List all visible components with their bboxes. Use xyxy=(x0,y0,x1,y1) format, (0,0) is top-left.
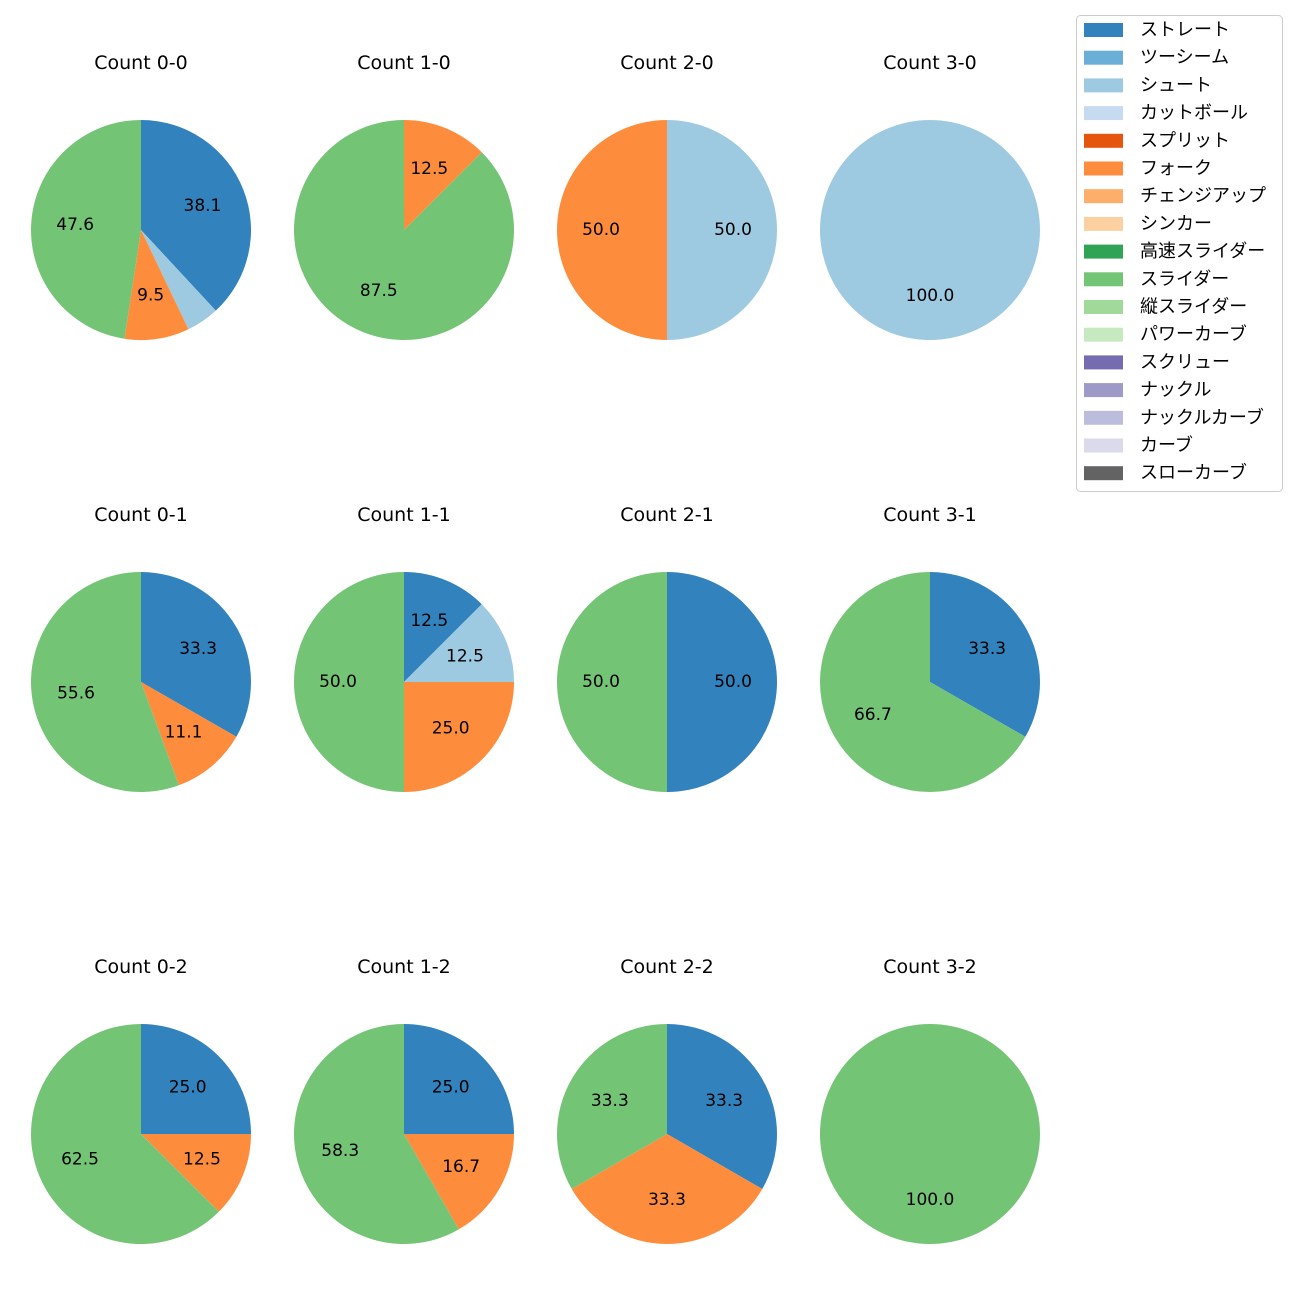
slice-label: 33.3 xyxy=(591,1091,629,1111)
legend: ストレートツーシームシュートカットボールスプリットフォークチェンジアップシンカー… xyxy=(1077,16,1283,492)
slice-label: 33.3 xyxy=(179,639,217,659)
chart-title: Count 1-0 xyxy=(357,52,451,74)
slice-label: 50.0 xyxy=(714,672,752,692)
slice-count-3-0-0 xyxy=(820,120,1040,340)
slice-label: 16.7 xyxy=(442,1157,480,1177)
slice-label: 33.3 xyxy=(968,639,1006,659)
pie-count-0-1: Count 0-1 33.3 11.1 55.6 xyxy=(31,504,251,792)
slice-label: 12.5 xyxy=(183,1149,221,1169)
legend-label: フォーク xyxy=(1140,158,1212,179)
legend-label: スクリュー xyxy=(1140,352,1230,373)
legend-swatch xyxy=(1084,189,1123,203)
chart-title: Count 3-1 xyxy=(883,504,977,526)
legend-label: カットボール xyxy=(1140,103,1248,124)
pie-count-2-0: Count 2-0 50.0 50.0 xyxy=(557,52,777,340)
legend-label: スプリット xyxy=(1140,130,1230,151)
pie-count-2-1: Count 2-1 50.0 50.0 xyxy=(557,504,777,792)
pie-count-1-2: Count 1-2 25.0 16.7 58.3 xyxy=(294,956,514,1244)
chart-title: Count 1-1 xyxy=(357,504,451,526)
legend-swatch xyxy=(1084,439,1123,453)
slice-label: 55.6 xyxy=(57,684,95,704)
legend-swatch xyxy=(1084,355,1123,369)
pie-count-2-2: Count 2-2 33.3 33.3 33.3 xyxy=(557,956,777,1244)
legend-swatch xyxy=(1084,383,1123,397)
legend-label: チェンジアップ xyxy=(1140,186,1266,207)
slice-label: 87.5 xyxy=(360,281,398,301)
legend-label: シュート xyxy=(1140,75,1212,96)
chart-title: Count 2-0 xyxy=(620,52,714,74)
chart-title: Count 2-2 xyxy=(620,956,714,978)
legend-label: 縦スライダー xyxy=(1140,297,1247,318)
chart-title: Count 1-2 xyxy=(357,956,451,978)
slice-label: 11.1 xyxy=(165,722,203,742)
legend-label: 高速スライダー xyxy=(1140,241,1265,262)
slice-label: 25.0 xyxy=(169,1077,207,1097)
slice-label: 9.5 xyxy=(137,285,164,305)
legend-swatch xyxy=(1084,272,1123,286)
slice-count-3-2-0 xyxy=(820,1024,1040,1244)
legend-label: スライダー xyxy=(1140,269,1229,290)
legend-swatch xyxy=(1084,78,1123,92)
legend-label: ナックル xyxy=(1140,380,1211,401)
legend-label: ナックルカーブ xyxy=(1140,406,1264,428)
slice-label: 58.3 xyxy=(321,1141,359,1161)
slice-label: 12.5 xyxy=(410,611,448,631)
slice-label: 62.5 xyxy=(61,1149,99,1169)
pie-count-1-0: Count 1-0 12.5 87.5 xyxy=(294,52,514,340)
legend-swatch xyxy=(1084,245,1123,259)
legend-label: ストレート xyxy=(1140,20,1230,41)
slice-label: 100.0 xyxy=(906,1190,955,1210)
slice-label: 66.7 xyxy=(854,705,892,725)
chart-title: Count 0-1 xyxy=(94,504,188,526)
slice-label: 38.1 xyxy=(184,196,222,216)
legend-swatch xyxy=(1084,162,1123,176)
chart-title: Count 0-0 xyxy=(94,52,188,74)
slice-label: 50.0 xyxy=(714,220,752,240)
legend-swatch xyxy=(1084,134,1123,148)
slice-label: 50.0 xyxy=(319,672,357,692)
slice-label: 33.3 xyxy=(705,1091,743,1111)
legend-swatch xyxy=(1084,466,1123,480)
pie-count-3-2: Count 3-2 100.0 xyxy=(820,956,1040,1244)
legend-label: パワーカーブ xyxy=(1140,323,1247,345)
pie-chart-grid: Count 0-038.19.547.6Count 1-012.587.5Cou… xyxy=(0,0,1300,1300)
legend-swatch xyxy=(1084,328,1123,342)
legend-label: ツーシーム xyxy=(1140,47,1229,68)
chart-title: Count 3-2 xyxy=(883,956,977,978)
legend-swatch xyxy=(1084,106,1123,120)
slice-label: 33.3 xyxy=(648,1190,686,1210)
slice-label: 12.5 xyxy=(410,159,448,179)
pie-count-1-1: Count 1-1 12.5 12.5 25.0 50.0 xyxy=(294,504,514,792)
slice-label: 50.0 xyxy=(582,220,620,240)
pie-count-0-0: Count 0-0 38.1 9.5 47.6 xyxy=(31,52,251,340)
legend-swatch xyxy=(1084,411,1123,425)
legend-label: シンカー xyxy=(1140,213,1212,234)
legend-swatch xyxy=(1084,51,1123,65)
slice-label: 25.0 xyxy=(432,719,470,739)
legend-swatch xyxy=(1084,300,1123,314)
chart-title: Count 2-1 xyxy=(620,504,714,526)
slice-label: 50.0 xyxy=(582,672,620,692)
pie-count-0-2: Count 0-2 25.0 12.5 62.5 xyxy=(31,956,251,1244)
slice-label: 100.0 xyxy=(906,286,955,306)
slice-count-1-0-1 xyxy=(294,120,514,340)
chart-title: Count 0-2 xyxy=(94,956,188,978)
slice-label: 12.5 xyxy=(446,647,484,667)
slice-label: 47.6 xyxy=(56,215,94,235)
legend-swatch xyxy=(1084,23,1123,37)
legend-swatch xyxy=(1084,217,1123,231)
legend-label: スローカーブ xyxy=(1140,462,1247,484)
legend-label: カーブ xyxy=(1140,434,1193,456)
pie-count-3-0: Count 3-0 100.0 xyxy=(820,52,1040,340)
pie-count-3-1: Count 3-1 33.3 66.7 xyxy=(820,504,1040,792)
slice-label: 25.0 xyxy=(432,1077,470,1097)
chart-title: Count 3-0 xyxy=(883,52,977,74)
